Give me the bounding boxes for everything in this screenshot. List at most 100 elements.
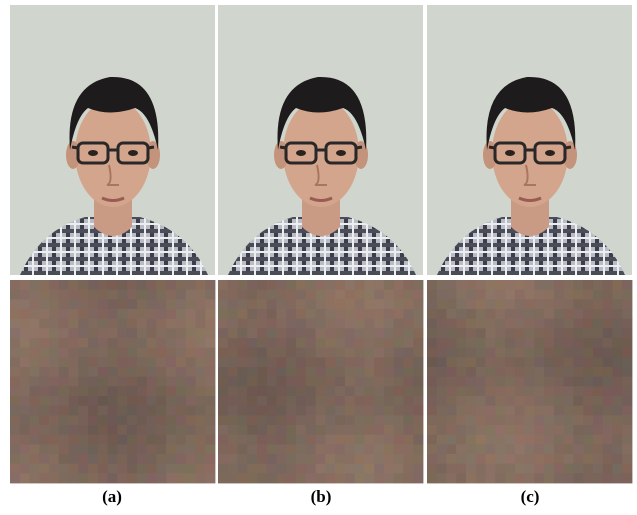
pixel-block (166, 299, 176, 309)
pixel-block (286, 338, 296, 348)
pixel-block (325, 338, 335, 348)
pixel-block (277, 328, 287, 338)
pixel-block (345, 454, 355, 464)
pixel-block (69, 299, 79, 309)
pixel-block (495, 396, 505, 406)
pixel-block (238, 357, 248, 367)
pixel-block (447, 454, 457, 464)
pixel-block (564, 357, 574, 367)
pixel-block (384, 435, 394, 445)
panel-label: (b) (311, 487, 332, 506)
pixel-block (505, 348, 515, 358)
pixel-block (403, 328, 413, 338)
pixel-block (137, 338, 147, 348)
pixel-block (137, 280, 147, 290)
pixel-block (355, 319, 365, 329)
pixel-block (267, 386, 277, 396)
pixel-block (612, 309, 622, 319)
pixel-block (525, 338, 535, 348)
pixel-block (49, 280, 59, 290)
pixel-block (117, 280, 127, 290)
pixel-block (335, 435, 345, 445)
pixel-block (277, 280, 287, 290)
pixel-block (355, 309, 365, 319)
pixel-block (98, 406, 108, 416)
pixel-block (486, 454, 496, 464)
pixel-block (335, 290, 345, 300)
pixel-block (345, 473, 355, 483)
pixel-block (238, 338, 248, 348)
pixel-block (593, 444, 603, 454)
pixel-block (10, 367, 20, 377)
pixel-block (108, 454, 118, 464)
pixel-block (573, 328, 583, 338)
pixel-block (117, 290, 127, 300)
pixel-block (554, 309, 564, 319)
pixel-block (335, 454, 345, 464)
pixel-block (20, 444, 30, 454)
pixel-block (137, 406, 147, 416)
pixel-block (544, 290, 554, 300)
pixel-block (20, 435, 30, 445)
pixel-block (286, 299, 296, 309)
pixel-block (345, 406, 355, 416)
pixel-block (355, 338, 365, 348)
pixel-block (238, 473, 248, 483)
pixel-block (335, 280, 345, 290)
pixel-block (195, 396, 205, 406)
pixel-block (394, 444, 404, 454)
pixel-block (88, 290, 98, 300)
pixel-block (137, 367, 147, 377)
pixel-block (437, 377, 447, 387)
pixel-block (277, 348, 287, 358)
pixel-block (534, 328, 544, 338)
pixel-block (49, 357, 59, 367)
pixel-block (612, 319, 622, 329)
pixel-block (176, 338, 186, 348)
pixel-block (205, 444, 215, 454)
pixel-block (108, 338, 118, 348)
pixel-block (515, 328, 525, 338)
pixel-block (427, 357, 437, 367)
pixel-block (583, 367, 593, 377)
pixel-block (88, 406, 98, 416)
pixel-block (59, 435, 69, 445)
pixel-block (603, 473, 613, 483)
pixel-block (20, 319, 30, 329)
pixel-block (267, 464, 277, 474)
pixel-block (437, 415, 447, 425)
pixel-block (476, 454, 486, 464)
pixel-block (257, 299, 267, 309)
pixel-block (238, 290, 248, 300)
pixel-block (166, 454, 176, 464)
pixel-block (117, 299, 127, 309)
pixel-block (413, 406, 423, 416)
pixel-block (277, 473, 287, 483)
pixel-block (593, 280, 603, 290)
pixel-block (88, 309, 98, 319)
pixel-block (384, 357, 394, 367)
pixel-block (325, 290, 335, 300)
pixel-block (573, 396, 583, 406)
pixel-block (195, 348, 205, 358)
pixel-block (394, 319, 404, 329)
pixel-block (98, 367, 108, 377)
pixel-block (59, 396, 69, 406)
pixel-block (296, 464, 306, 474)
pixel-block (296, 454, 306, 464)
pixel-block (30, 299, 40, 309)
pixel-block (166, 464, 176, 474)
pixel-block (495, 348, 505, 358)
pixel-block (495, 328, 505, 338)
pixel-block (573, 280, 583, 290)
pixel-block (20, 415, 30, 425)
pixel-block (374, 309, 384, 319)
pixel-block (277, 319, 287, 329)
pixel-block (247, 348, 257, 358)
pixel-block (534, 338, 544, 348)
pixel-block (186, 328, 196, 338)
pixel-block (476, 309, 486, 319)
pixel-block (306, 396, 316, 406)
pixel-block (316, 396, 326, 406)
pixel-block (345, 328, 355, 338)
